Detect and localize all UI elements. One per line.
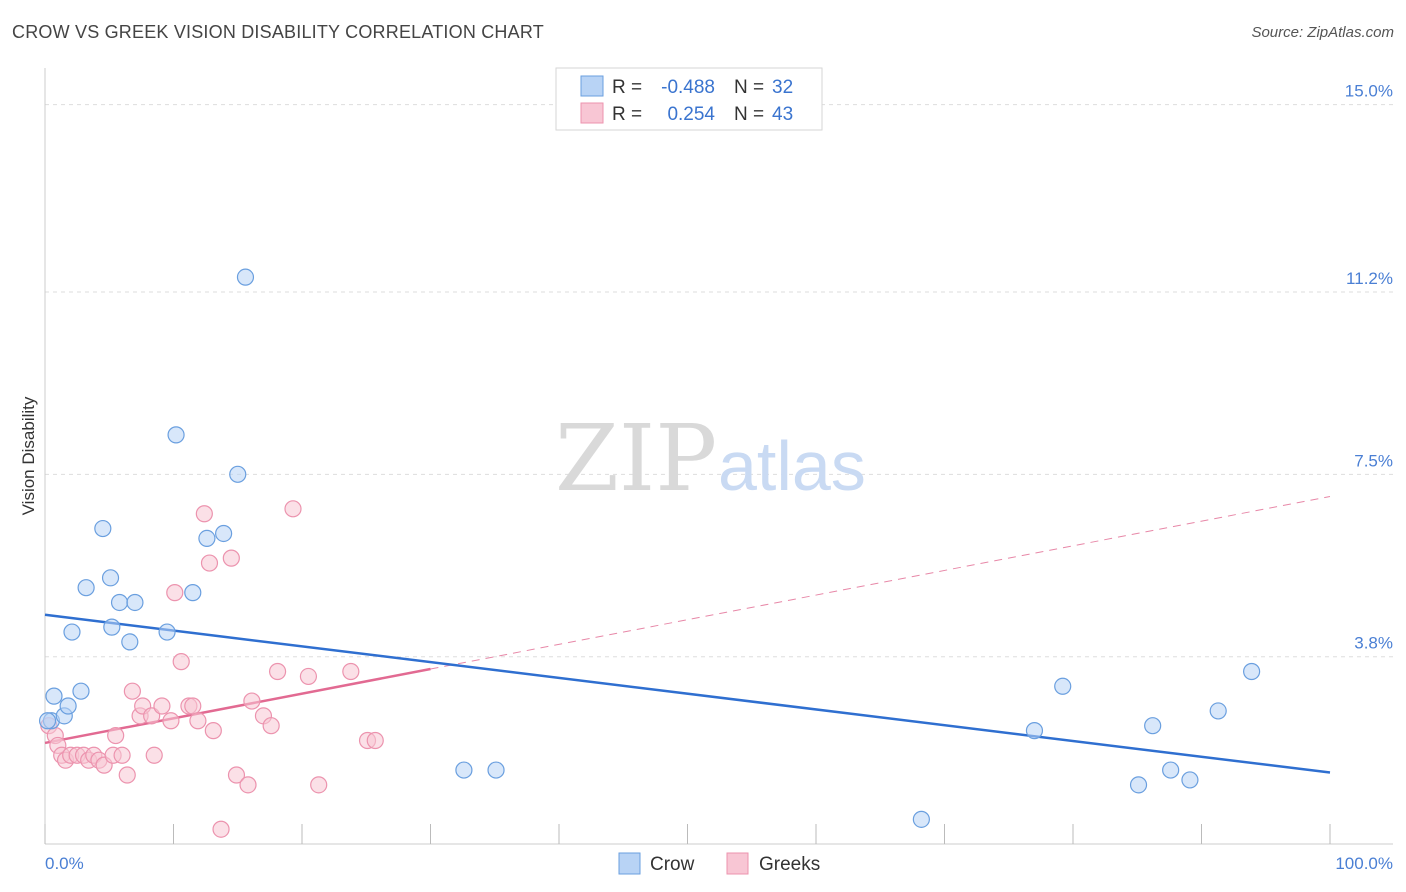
crow-point-18 xyxy=(229,465,247,483)
grid-lines xyxy=(45,104,1393,658)
greeks-trend-lines xyxy=(44,496,1331,745)
crow-point-17 xyxy=(215,524,233,543)
greeks-point-32 xyxy=(222,549,240,567)
greeks-point-28 xyxy=(195,505,213,523)
crow-point-24 xyxy=(1054,677,1072,695)
crow-point-29 xyxy=(1209,702,1227,720)
crow-point-21 xyxy=(487,761,505,779)
crow-trend xyxy=(44,613,1331,774)
crow-point-6 xyxy=(77,579,95,597)
legend-r-label-crow: R = xyxy=(612,77,642,98)
y-tick-label-3: 15.0% xyxy=(1345,82,1393,101)
correlation-legend: R = -0.488 N = 32 R = 0.254 N = 43 xyxy=(555,67,823,131)
y-tick-labels: 3.8% 7.5% 11.2% 15.0% xyxy=(1345,82,1393,653)
crow-point-5 xyxy=(72,682,90,700)
crow-point-25 xyxy=(1129,776,1148,794)
crow-point-26 xyxy=(1144,717,1162,735)
legend-n-label-crow: N = xyxy=(734,77,764,98)
crow-point-31 xyxy=(38,712,57,730)
greeks-point-41 xyxy=(310,776,328,794)
greeks-point-30 xyxy=(204,722,222,740)
crow-point-14 xyxy=(167,426,185,444)
chart-title: CROW VS GREEK VISION DISABILITY CORRELAT… xyxy=(12,22,544,42)
greeks-point-38 xyxy=(268,662,287,681)
x-tick-label-max: 100.0% xyxy=(1335,854,1393,873)
crow-point-4 xyxy=(63,623,81,641)
crow-point-12 xyxy=(126,593,144,612)
greeks-point-33 xyxy=(227,766,246,784)
crow-point-15 xyxy=(184,584,202,602)
watermark-zip: ZIP xyxy=(555,405,717,512)
greeks-points xyxy=(40,500,384,838)
greeks-point-29 xyxy=(200,554,219,572)
greeks-point-21 xyxy=(153,697,171,715)
crow-point-7 xyxy=(94,519,112,538)
series-legend-label-crow: Crow xyxy=(650,854,695,875)
crow-point-1 xyxy=(45,687,63,705)
greeks-point-27 xyxy=(189,712,207,730)
greeks-point-14 xyxy=(113,746,131,764)
greeks-point-22 xyxy=(162,712,180,730)
watermark-atlas: atlas xyxy=(718,427,866,505)
crow-point-9 xyxy=(103,618,121,636)
y-tick-label-0: 3.8% xyxy=(1354,634,1393,653)
crow-trend-line xyxy=(44,613,1331,774)
crow-point-10 xyxy=(110,593,129,612)
series-legend-swatch-crow xyxy=(618,852,641,875)
greeks-point-34 xyxy=(239,776,257,794)
greeks-point-31 xyxy=(212,820,230,838)
crow-point-19 xyxy=(236,268,255,286)
crow-point-20 xyxy=(455,761,473,779)
greeks-point-44 xyxy=(366,731,384,750)
greeks-point-42 xyxy=(342,662,360,681)
y-tick-label-1: 7.5% xyxy=(1354,451,1393,470)
y-axis-title: Vision Disability xyxy=(19,396,38,515)
crow-point-22 xyxy=(912,810,930,828)
greeks-point-24 xyxy=(172,653,190,671)
x-axis-ticks xyxy=(44,824,1331,844)
crow-point-23 xyxy=(1025,722,1044,740)
crow-point-28 xyxy=(1181,771,1199,789)
legend-r-label-greeks: R = xyxy=(612,104,642,125)
legend-n-value-crow: 32 xyxy=(772,77,793,98)
x-tick-label-min: 0.0% xyxy=(45,854,84,873)
greeks-point-26 xyxy=(184,697,202,715)
legend-r-value-crow: -0.488 xyxy=(661,77,715,98)
crow-points xyxy=(38,268,1261,828)
crow-point-16 xyxy=(198,529,216,548)
source-credit: Source: ZipAtlas.com xyxy=(1251,24,1394,41)
crow-point-11 xyxy=(121,633,139,651)
series-legend-label-greeks: Greeks xyxy=(759,854,820,875)
crow-point-3 xyxy=(59,697,77,715)
legend-r-value-greeks: 0.254 xyxy=(667,104,715,125)
greeks-point-39 xyxy=(284,500,302,518)
series-legend-swatch-greeks xyxy=(726,852,749,875)
y-tick-label-2: 11.2% xyxy=(1346,269,1393,288)
greeks-point-40 xyxy=(299,667,318,686)
legend-n-value-greeks: 43 xyxy=(772,104,793,125)
greeks-point-20 xyxy=(145,746,163,764)
greeks-point-37 xyxy=(262,717,280,735)
greeks-point-23 xyxy=(166,584,184,602)
greeks-point-15 xyxy=(118,766,136,784)
legend-swatch-crow xyxy=(580,75,604,97)
greeks-point-16 xyxy=(123,682,141,700)
crow-point-13 xyxy=(158,623,176,641)
crow-point-27 xyxy=(1162,761,1180,779)
crow-point-8 xyxy=(101,569,120,587)
greeks-point-13 xyxy=(107,726,125,745)
legend-swatch-greeks xyxy=(580,102,604,124)
greeks-trend-extension xyxy=(430,496,1331,670)
series-legend: Crow Greeks xyxy=(618,852,820,875)
greeks-trend xyxy=(44,667,431,745)
greeks-point-35 xyxy=(243,692,261,710)
legend-n-label-greeks: N = xyxy=(734,104,764,125)
crow-point-30 xyxy=(1243,662,1261,681)
